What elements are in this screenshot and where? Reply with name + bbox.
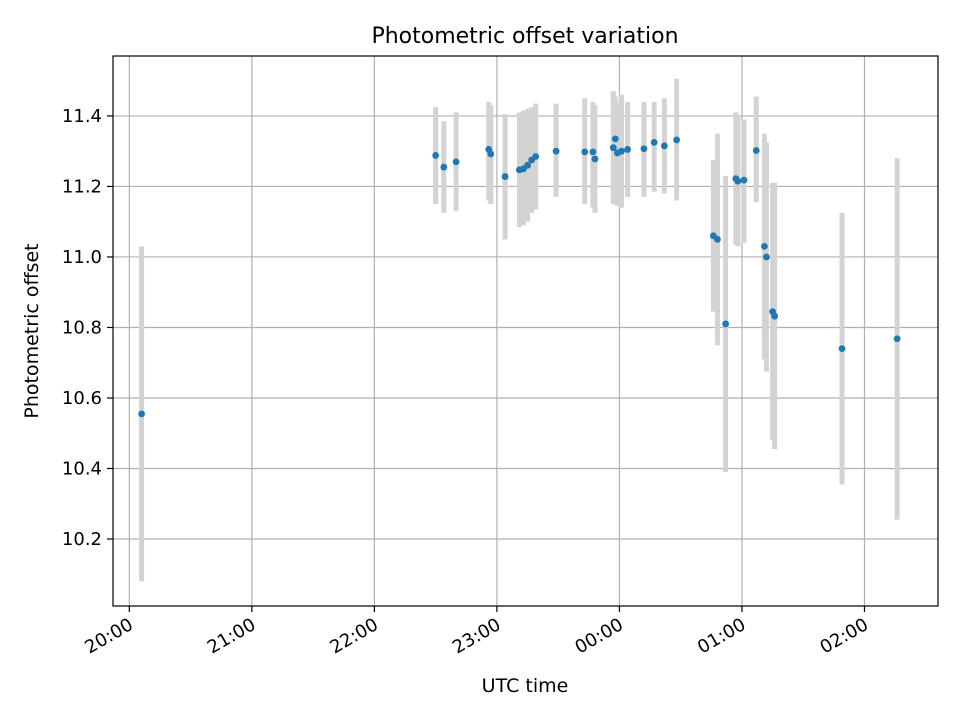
data-point bbox=[611, 135, 619, 143]
data-point bbox=[138, 410, 145, 418]
plot-frame bbox=[112, 55, 939, 607]
data-point bbox=[624, 146, 632, 153]
point-layer bbox=[138, 135, 901, 418]
y-axis-label: Photometric offset bbox=[21, 243, 43, 418]
data-point bbox=[532, 153, 540, 160]
data-point bbox=[609, 144, 617, 152]
y-tick-label: 10.2 bbox=[62, 529, 102, 550]
data-point bbox=[893, 335, 901, 343]
data-point bbox=[771, 312, 779, 320]
data-point bbox=[552, 147, 560, 155]
y-tick-label: 11.4 bbox=[62, 106, 102, 127]
data-point bbox=[660, 142, 668, 150]
data-point bbox=[452, 158, 460, 166]
y-tick-label: 10.4 bbox=[62, 459, 102, 480]
y-tick-label: 10.8 bbox=[62, 317, 102, 338]
data-point bbox=[581, 148, 589, 156]
y-tick-label: 11.0 bbox=[62, 247, 102, 268]
data-point bbox=[752, 147, 760, 154]
data-point bbox=[761, 242, 768, 250]
y-tick-label: 11.2 bbox=[62, 176, 102, 197]
data-point bbox=[432, 152, 440, 159]
data-point bbox=[618, 147, 625, 155]
data-point bbox=[763, 253, 770, 261]
data-point bbox=[640, 145, 648, 153]
data-point bbox=[740, 176, 748, 184]
data-point bbox=[589, 148, 597, 156]
data-point bbox=[487, 150, 495, 158]
data-point bbox=[714, 235, 721, 243]
data-point bbox=[673, 136, 681, 144]
data-point bbox=[501, 173, 509, 180]
data-point bbox=[440, 163, 448, 171]
data-point bbox=[734, 177, 742, 185]
data-point bbox=[650, 138, 658, 146]
chart-title: Photometric offset variation bbox=[371, 24, 678, 49]
y-tick-label: 10.6 bbox=[62, 388, 102, 409]
x-axis-label: UTC time bbox=[482, 675, 569, 697]
data-point bbox=[838, 345, 846, 353]
data-point bbox=[591, 155, 599, 163]
data-point bbox=[722, 320, 730, 328]
data-point bbox=[524, 161, 531, 169]
